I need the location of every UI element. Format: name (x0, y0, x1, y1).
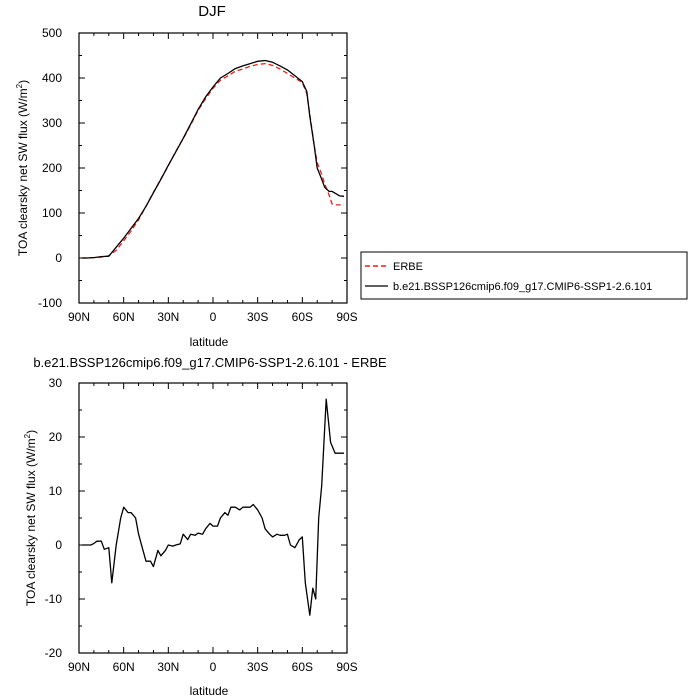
bottom-x-tick-label: 30N (157, 660, 179, 674)
x-axis-label-diff: latitude (190, 684, 229, 698)
top-y-tick-label: -100 (38, 296, 62, 310)
bottom-y-tick-label: 0 (55, 538, 62, 552)
bottom-series-line-0 (82, 398, 344, 616)
top-series-line-0 (82, 62, 344, 259)
chart-title-diff: b.e21.BSSP126cmip6.f09_g17.CMIP6-SSP1-2.… (33, 355, 387, 370)
top-y-tick-label: 100 (42, 206, 62, 220)
bottom-x-tick-label: 90S (336, 660, 357, 674)
bottom-x-tick-label: 90N (68, 660, 90, 674)
chart-top: DJF 90N 60N 30N 0 30S 60S 90S -100 0 100 200 300 400… (15, 3, 358, 349)
series-group-diff (82, 398, 344, 616)
top-series-line-1 (82, 59, 345, 259)
top-x-tick-label: 0 (210, 310, 217, 324)
legend: ERBE b.e21.BSSP126cmip6.f09_g17.CMIP6-SS… (360, 251, 688, 300)
series-group (82, 59, 345, 259)
legend-box (360, 251, 688, 300)
top-x-tick-label: 90S (336, 310, 357, 324)
y-axis-label: TOA clearsky net SW flux (W/m2) (15, 80, 30, 256)
top-x-tick-label: 30S (247, 310, 268, 324)
x-axis-label: latitude (190, 335, 229, 349)
chart-title: DJF (198, 3, 226, 20)
bottom-x-tick-label: 60N (113, 660, 135, 674)
top-x-tick-label: 30N (157, 310, 179, 324)
bottom-y-tick-label: 20 (49, 430, 63, 444)
bottom-x-tick-label: 0 (210, 660, 217, 674)
top-y-tick-label: 200 (42, 161, 62, 175)
bottom-x-tick-label: 30S (247, 660, 268, 674)
top-plot-border (78, 32, 348, 304)
top-x-tick-label: 60S (292, 310, 313, 324)
bottom-y-tick-label: 10 (49, 484, 63, 498)
y-axis-label-diff: TOA clearsky net SW flux (W/m2) (23, 430, 38, 606)
bottom-plot-border (78, 382, 348, 654)
legend-label-model: b.e21.BSSP126cmip6.f09_g17.CMIP6-SSP1-2.… (393, 281, 652, 293)
top-y-tick-label: 0 (55, 251, 62, 265)
top-x-tick-label: 90N (68, 310, 90, 324)
top-y-tick-label: 300 (42, 116, 62, 130)
bottom-y-tick-label: 30 (49, 376, 63, 390)
plot-frame-diff: 90N 60N 30N 0 30S 60S 90S -20 -10 0 10 20 30 (45, 376, 358, 674)
bottom-x-tick-label: 60S (292, 660, 313, 674)
bottom-y-tick-label: -20 (45, 646, 63, 660)
legend-label-erbe: ERBE (393, 261, 423, 273)
chart-bottom: b.e21.BSSP126cmip6.f09_g17.CMIP6-SSP1-2.… (23, 355, 387, 698)
top-y-tick-label: 400 (42, 71, 62, 85)
top-x-tick-label: 60N (113, 310, 135, 324)
top-y-tick-label: 500 (42, 26, 62, 40)
bottom-y-tick-label: -10 (45, 592, 63, 606)
plot-frame: 90N 60N 30N 0 30S 60S 90S -100 0 100 200 300 400 500 (38, 26, 358, 324)
